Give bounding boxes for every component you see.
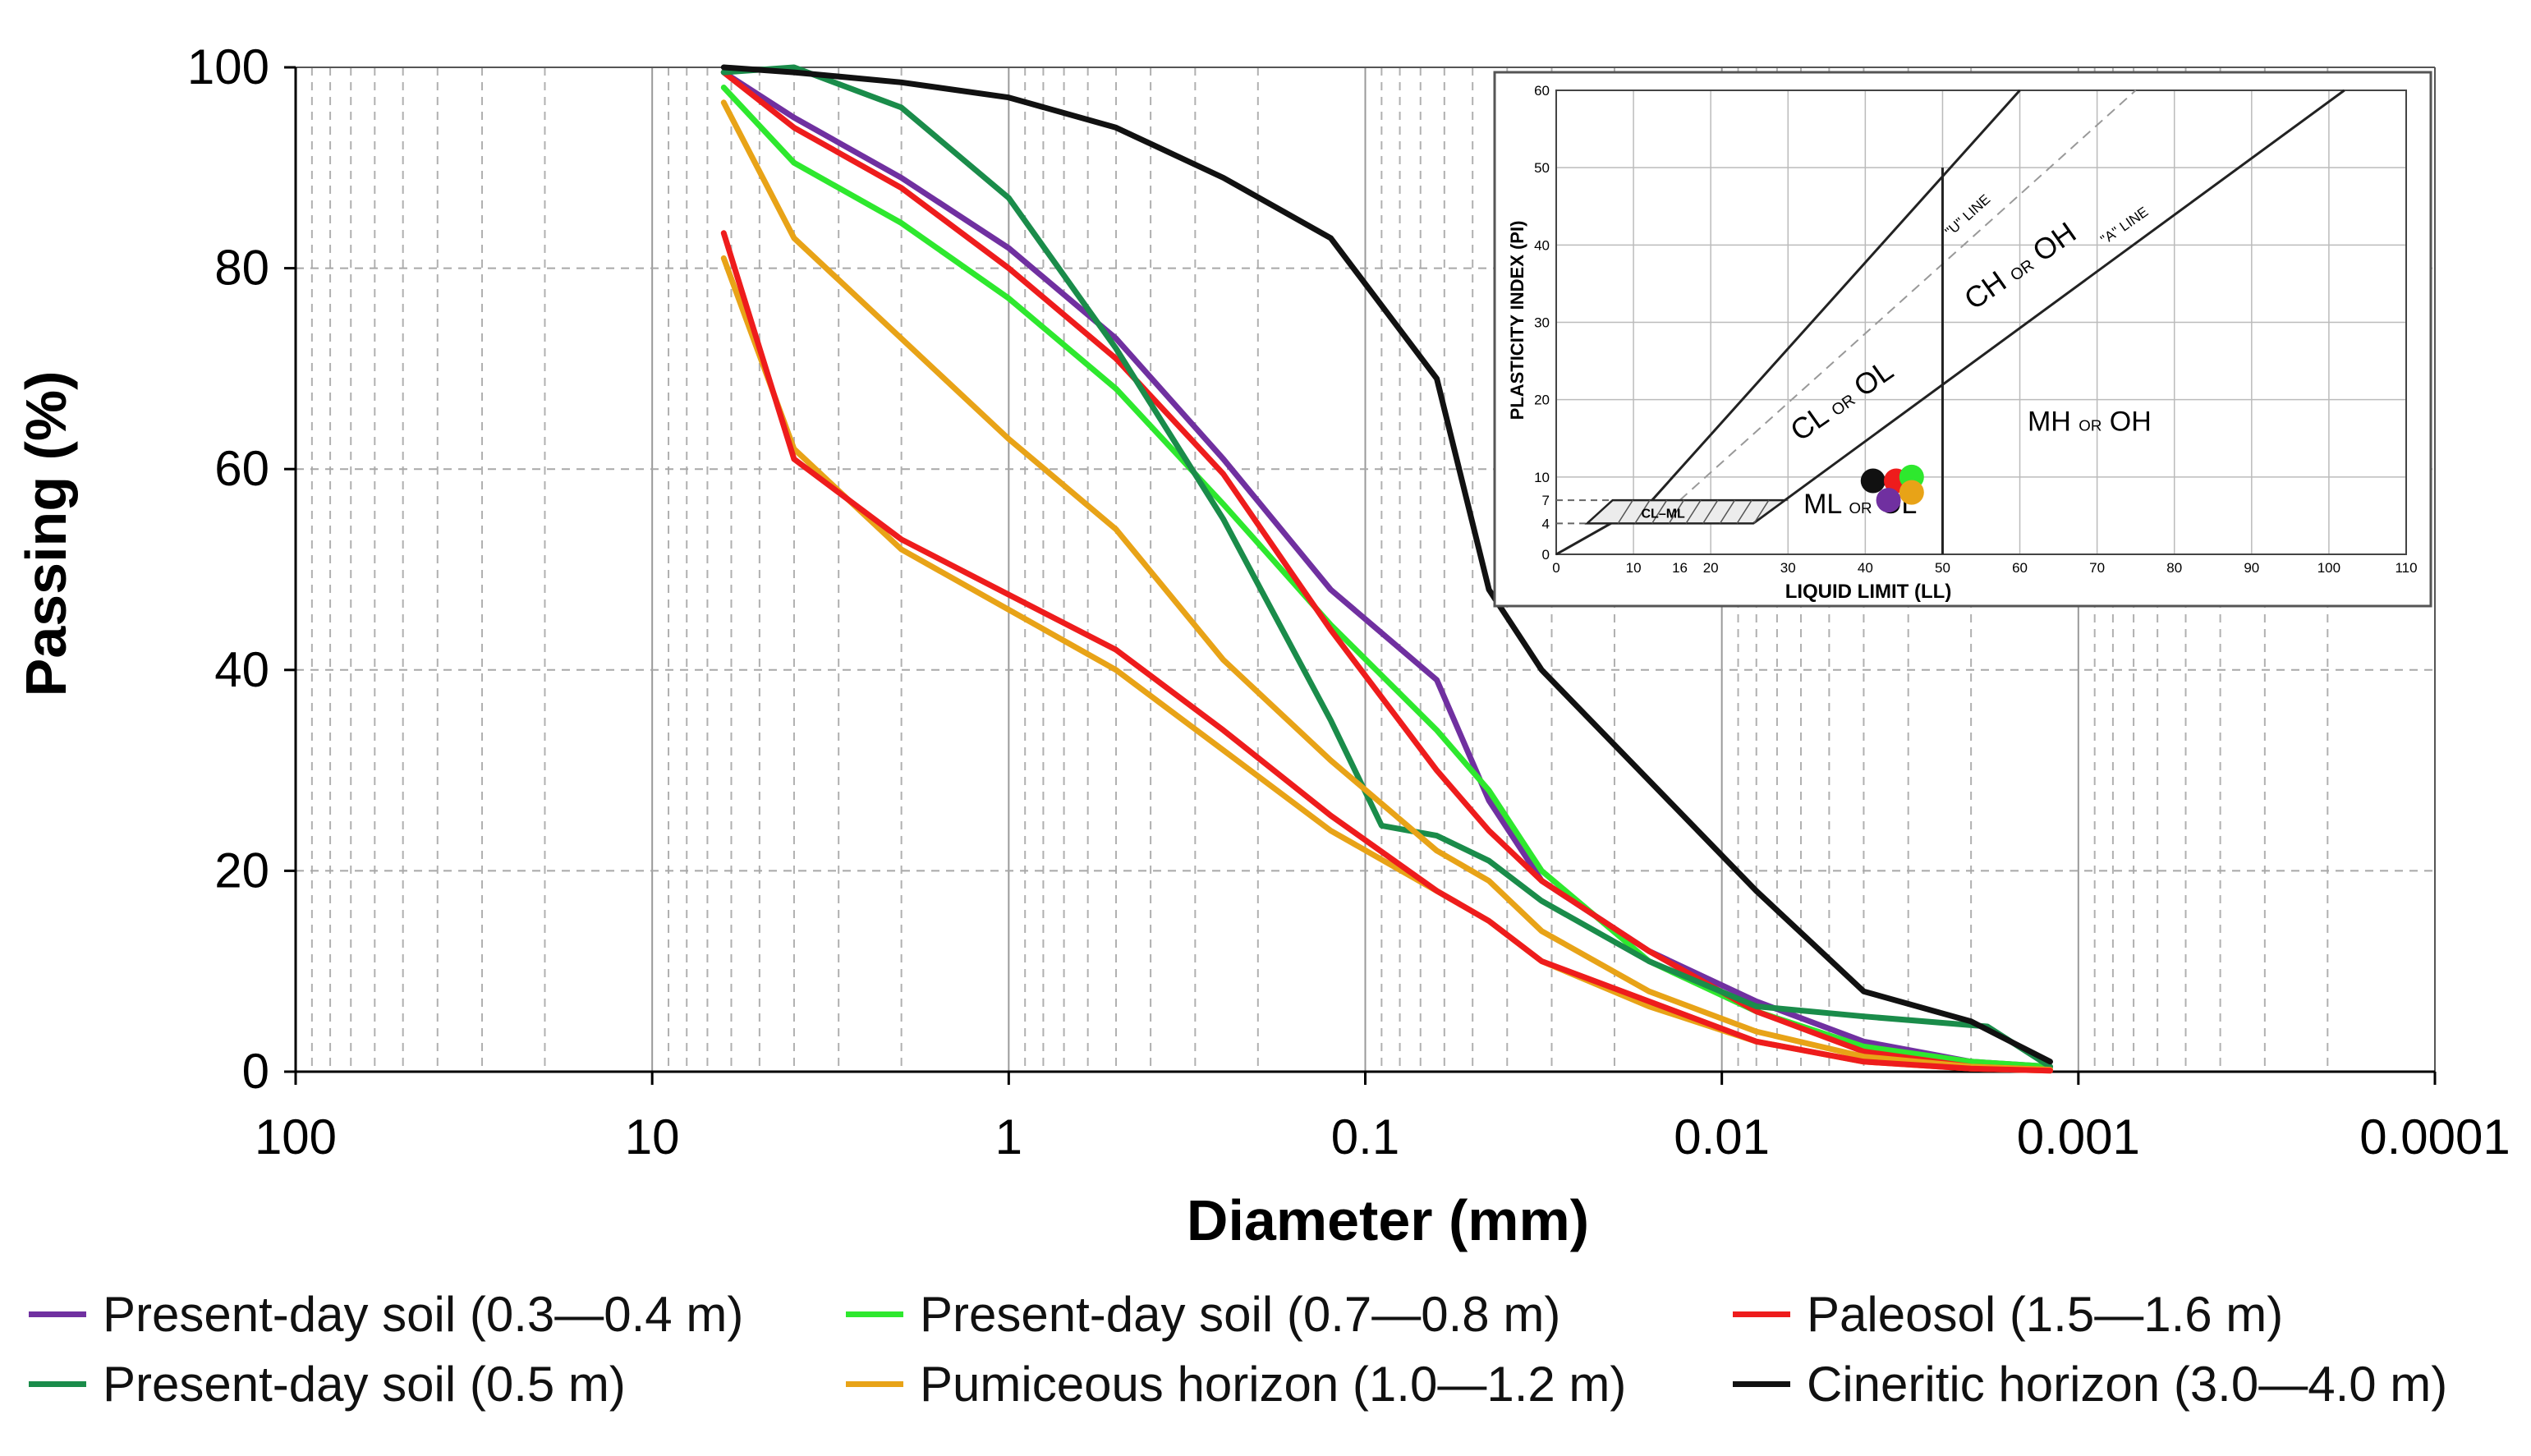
y-tick-label: 60 [214,441,269,496]
y-tick-label: 20 [214,843,269,898]
inset-tick-labels: 0 10 16 20 30 40 50 60 70 80 90 100 110 0 4 7 10 20 30 40 50… [1534,83,2417,576]
inset-y-tick-label: 20 [1534,393,1550,408]
hatch-line [1617,499,1633,524]
x-tick-label: 0.1 [1331,1109,1399,1164]
hatch-line [1736,499,1752,524]
x-tick-label: 0.0001 [2359,1109,2510,1164]
legend-swatch [29,1311,86,1317]
legend-item: Present-day soil (0.3—0.4 m) [29,1281,743,1347]
hatch-line [1753,499,1770,524]
legend-item: Cineritic horizon (3.0—4.0 m) [1733,1351,2447,1417]
x-tick-label: 100 [255,1109,337,1164]
zone-label-mh-oh: MH OR OH [2028,406,2152,437]
plasticity-chart-inset: 0 10 16 20 30 40 50 60 70 80 90 100 110 0 4 7 10 20 30 40 50… [1493,71,2432,608]
inset-x-tick-label: 80 [2166,560,2182,576]
legend-item: Pumiceous horizon (1.0—1.2 m) [846,1351,1626,1417]
sample-point [1876,488,1901,513]
inset-y-tick-label: 30 [1534,315,1550,331]
inset-x-tick-label: 0 [1552,560,1559,576]
x-tick-label: 0.001 [2017,1109,2140,1164]
inset-x-tick-label: 50 [1935,560,1950,576]
legend-label: Paleosol (1.5—1.6 m) [1807,1286,2284,1342]
inset-x-tick-label: 30 [1780,560,1796,576]
legend-item: Paleosol (1.5—1.6 m) [1733,1281,2283,1347]
inset-x-tick-label: 40 [1858,560,1873,576]
inset-x-tick-label: 60 [2012,560,2028,576]
x-axis-label: Diameter (mm) [1187,1188,1589,1252]
inset-x-tick-label: 100 [2317,560,2340,576]
inset-y-tick-label: 10 [1534,470,1550,485]
series-line [720,69,2053,1070]
y-tick-label: 80 [214,241,269,296]
legend-swatch [29,1380,86,1387]
inset-x-tick-label: 90 [2244,560,2259,576]
x-tick-label: 1 [995,1109,1022,1164]
series-line [720,99,2053,1073]
a-line [1752,89,2345,525]
y-tick-label: 100 [187,39,269,94]
inset-y-tick-label: 4 [1542,516,1550,531]
hatch-line [1651,499,1668,524]
legend-swatch [1733,1380,1790,1387]
inset-y-tick-label: 7 [1542,493,1550,508]
inset-x-axis-label: LIQUID LIMIT (LL) [1785,581,1952,603]
inset-x-tick-label: 16 [1672,560,1688,576]
y-tick-label: 0 [242,1044,269,1099]
inset-y-tick-label: 50 [1534,160,1550,176]
y-tick-label: 40 [214,642,269,697]
hatch-line [1685,499,1702,524]
inset-y-tick-label: 60 [1534,83,1550,99]
inset-y-axis-label: PLASTICITY INDEX (PI) [1507,221,1527,420]
inset-x-tick-label: 10 [1626,560,1642,576]
series-line [720,69,2053,1073]
series-layer [720,64,2053,1074]
dashed-reference-line [1679,90,2137,501]
u-line [1651,89,2021,502]
zone-label-cl-ml: CL–ML [1642,508,1686,521]
sample-point [1860,468,1886,494]
hatch-line [1634,499,1651,524]
inset-points [1860,464,1924,513]
series-line [720,64,2053,1065]
inset-plot-frame [1555,90,2407,555]
legend-item: Present-day soil (0.7—0.8 m) [846,1281,1560,1347]
hatch-line [1719,499,1736,524]
legend-item: Present-day soil (0.5 m) [29,1351,626,1417]
legend-swatch [846,1380,903,1387]
y-axis-label: Passing (%) [14,371,78,697]
inset-x-tick-label: 110 [2395,560,2417,576]
x-tick-label: 0.01 [1674,1109,1770,1164]
legend-label: Present-day soil (0.3—0.4 m) [103,1286,744,1342]
inset-x-tick-label: 70 [2089,560,2105,576]
legend-swatch [846,1311,903,1317]
inset-y-tick-label: 0 [1542,547,1550,563]
hatch-line [1702,499,1719,524]
cl-ml-zone [1584,498,1789,525]
y-tick-labels: 0 20 40 60 80 100 [187,39,269,1099]
sample-point [1899,480,1924,505]
legend-label: Present-day soil (0.7—0.8 m) [920,1286,1561,1342]
legend-label: Pumiceous horizon (1.0—1.2 m) [920,1356,1627,1412]
inset-y-tick-label: 40 [1534,237,1550,253]
inset-x-tick-label: 20 [1703,560,1719,576]
x-tick-label: 10 [625,1109,680,1164]
legend-swatch [1733,1311,1790,1317]
plot-frame [284,66,2437,1085]
series-line [720,85,2053,1070]
legend-label: Present-day soil (0.5 m) [103,1356,626,1412]
x-tick-labels: 100 10 1 0.1 0.01 0.001 0.0001 [255,1109,2510,1164]
legend: Present-day soil (0.3—0.4 m) Present-day… [0,1281,2531,1454]
hatch-line [1668,499,1685,524]
legend-label: Cineritic horizon (3.0—4.0 m) [1807,1356,2448,1412]
series-line [720,230,2053,1074]
inset-lines [1555,89,2345,556]
